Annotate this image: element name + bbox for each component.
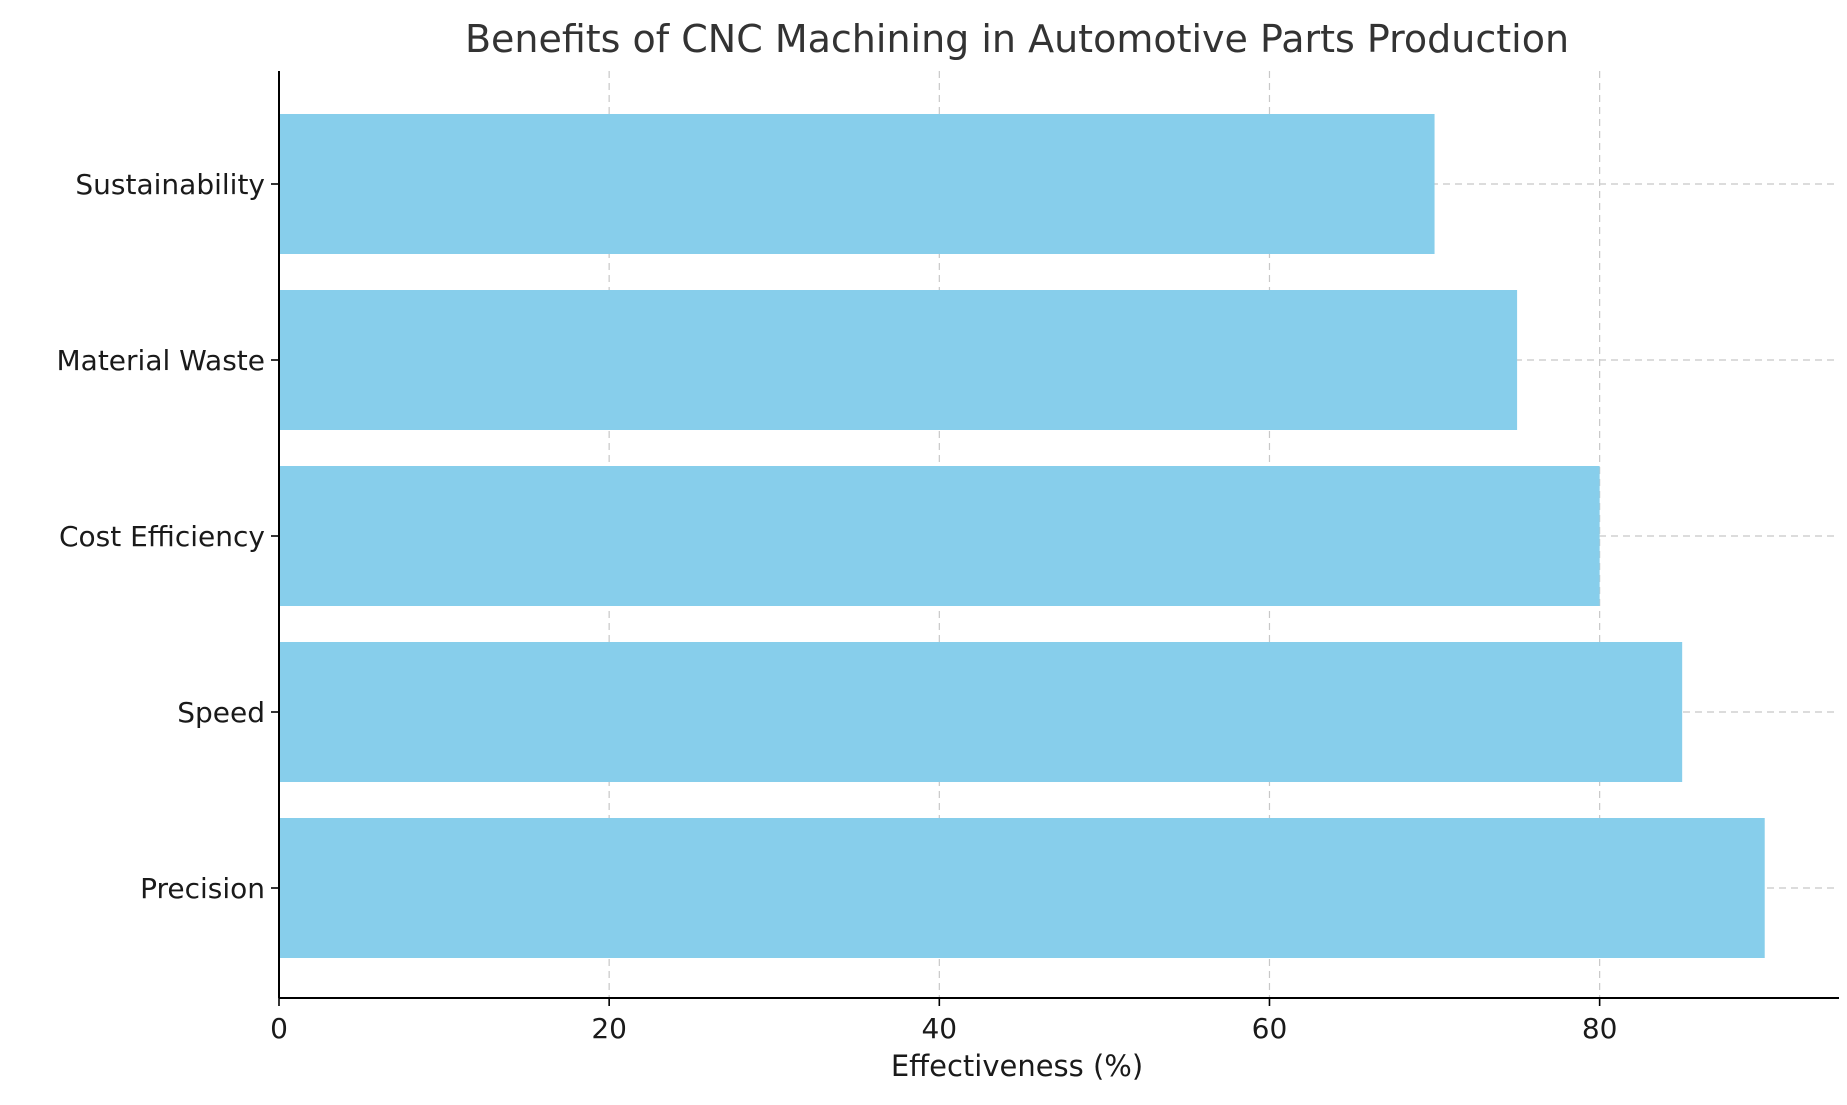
bars — [279, 114, 1765, 958]
x-tick-label: 0 — [270, 1012, 288, 1045]
axes — [278, 71, 1839, 999]
y-tick-label: Speed — [177, 696, 265, 729]
y-tick-label: Sustainability — [75, 168, 265, 201]
chart-title: Benefits of CNC Machining in Automotive … — [465, 17, 1569, 61]
bar-precision — [279, 818, 1765, 958]
x-tick-label: 80 — [1582, 1012, 1618, 1045]
y-tick-label: Precision — [140, 872, 265, 905]
bar-material-waste — [279, 290, 1518, 430]
y-tick-label: Cost Efficiency — [59, 520, 265, 553]
x-axis-label: Effectiveness (%) — [891, 1049, 1143, 1083]
bar-cost-efficiency — [279, 466, 1600, 606]
x-tick-label: 60 — [1252, 1012, 1288, 1045]
y-tick-label: Material Waste — [57, 344, 266, 377]
bar-speed — [279, 642, 1683, 782]
x-tick-label: 20 — [591, 1012, 627, 1045]
tick-labels: 0 20 40 60 80 Precision Speed Cost Efficiency Ma… — [57, 168, 1618, 1045]
x-tick-label: 40 — [921, 1012, 957, 1045]
bar-sustainability — [279, 114, 1435, 254]
